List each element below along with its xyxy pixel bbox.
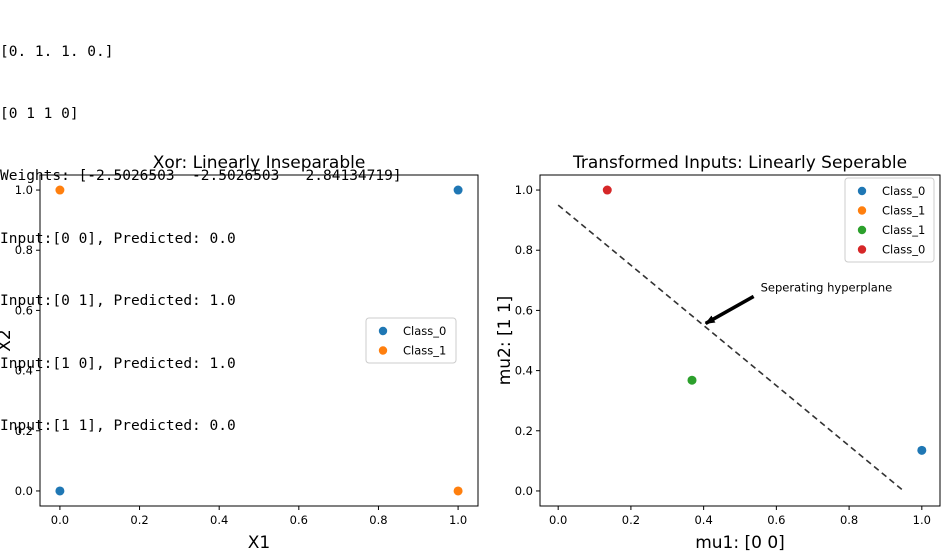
y-tick-label: 0.4 — [515, 364, 533, 378]
data-point — [917, 445, 927, 455]
x-tick-label: 0.2 — [130, 513, 148, 527]
legend-marker — [857, 245, 867, 254]
plot-frame — [39, 174, 479, 507]
x-tick-label: 0.4 — [694, 513, 712, 527]
console-line: Weights: [-2.5026503 -2.5026503 2.841347… — [0, 168, 402, 185]
data-point — [453, 486, 463, 496]
legend-marker — [857, 186, 867, 196]
legend-label: Class_1 — [403, 344, 446, 358]
y-tick-label: 0.6 — [515, 303, 533, 317]
legend-label: Class_0 — [882, 243, 925, 257]
y-tick-label: 0.6 — [15, 303, 33, 317]
x-tick-label: 0.0 — [549, 513, 567, 527]
x-tick-label: 0.6 — [767, 513, 785, 527]
x-axis-label: X1 — [248, 533, 270, 553]
legend-marker — [857, 225, 867, 235]
console-line: [0. 1. 1. 0.] — [0, 43, 114, 60]
chart-1: Xor: Linearly Inseparable 0.0 0.2 0.4 0.6 0.8… — [0, 153, 479, 553]
console-line: Input:[0 0], Predicted: 0.0 — [0, 230, 236, 247]
data-point — [55, 185, 65, 195]
data-point — [602, 185, 612, 195]
y-tick-label: 0.0 — [515, 484, 533, 498]
y-tick-label: 0.8 — [515, 243, 533, 257]
x-tick-label: 0.6 — [290, 513, 308, 527]
x-tick-label: 1.0 — [913, 513, 931, 527]
console-line: Input:[1 0], Predicted: 1.0 — [0, 355, 236, 372]
y-tick-label: 0.0 — [15, 484, 33, 498]
x-tick-label: 0.8 — [840, 513, 858, 527]
legend-frame — [844, 177, 935, 263]
legend-marker — [378, 326, 388, 336]
y-tick-label: 0.4 — [15, 364, 33, 378]
legend-label: Class_0 — [882, 184, 925, 198]
x-tick-label: 1.0 — [449, 513, 467, 527]
chart-title: Xor: Linearly Inseparable — [153, 153, 366, 173]
x-tick-label: 0.0 — [51, 513, 69, 527]
chart-2: Transformed Inputs: Linearly Seperable 0.… — [495, 153, 941, 553]
legend-label: Class_1 — [882, 204, 925, 218]
x-tick-label: 0.8 — [369, 513, 387, 527]
legend-frame — [365, 317, 457, 364]
data-point — [687, 375, 697, 385]
legend-marker — [378, 346, 388, 355]
y-tick-label: 0.8 — [15, 243, 33, 257]
x-axis-label: mu1: [0 0] — [695, 533, 785, 553]
console-line: [0 1 1 0] — [0, 105, 79, 122]
data-point — [453, 185, 463, 195]
x-tick-label: 0.2 — [622, 513, 640, 527]
legend: Class_0 Class_1 Class_1 Class_0 — [844, 177, 935, 263]
y-axis-label: X2 — [0, 329, 15, 351]
legend-label: Class_1 — [882, 223, 925, 237]
chart-title: Transformed Inputs: Linearly Seperable — [572, 153, 907, 173]
separating-line — [557, 204, 905, 492]
legend: Class_0 Class_1 — [365, 317, 457, 364]
x-tick-label: 0.4 — [210, 513, 228, 527]
console-line: Input:[0 1], Predicted: 1.0 — [0, 293, 236, 310]
plot-frame — [539, 174, 941, 507]
data-point — [55, 486, 65, 496]
legend-marker — [857, 206, 867, 215]
annotation-arrow — [704, 294, 755, 325]
legend-label: Class_0 — [403, 324, 446, 338]
console-output: [0. 1. 1. 0.] [0 1 1 0] Weights: [-2.502… — [0, 0, 402, 458]
y-tick-label: 1.0 — [515, 183, 533, 197]
y-tick-label: 1.0 — [15, 183, 33, 197]
y-axis-label: mu2: [1 1] — [495, 296, 515, 386]
annotation-text: Seperating hyperplane — [761, 280, 893, 294]
y-tick-label: 0.2 — [515, 424, 533, 438]
y-tick-label: 0.2 — [15, 424, 33, 438]
console-line: Input:[1 1], Predicted: 0.0 — [0, 417, 236, 434]
